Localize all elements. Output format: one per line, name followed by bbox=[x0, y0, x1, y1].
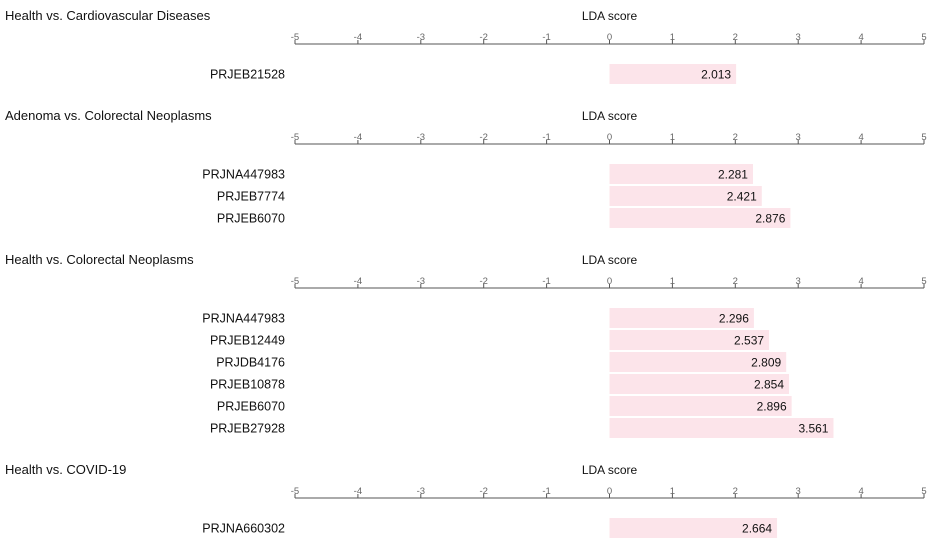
value-label: 2.896 bbox=[757, 400, 787, 414]
value-label: 2.281 bbox=[718, 168, 748, 182]
tick-label: -5 bbox=[291, 132, 299, 143]
value-label: 2.854 bbox=[754, 378, 784, 392]
tick-label: -5 bbox=[291, 276, 299, 287]
lda-bar bbox=[609, 518, 778, 538]
tick-label: -2 bbox=[479, 132, 487, 143]
tick-label: -2 bbox=[479, 276, 487, 287]
tick-label: -5 bbox=[291, 486, 299, 497]
tick-label: 1 bbox=[670, 486, 675, 497]
tick-label: 4 bbox=[858, 486, 863, 497]
tick-label: -1 bbox=[542, 486, 550, 497]
category-label: PRJEB21528 bbox=[210, 68, 285, 82]
axis-label: LDA score bbox=[582, 9, 638, 23]
value-label: 2.421 bbox=[727, 190, 757, 204]
panel-title: Health vs. Cardiovascular Diseases bbox=[5, 8, 211, 23]
tick-label: -1 bbox=[542, 132, 550, 143]
tick-label: 0 bbox=[607, 132, 612, 143]
lda-panel: Adenoma vs. Colorectal Neoplasms LDA scor… bbox=[5, 108, 927, 228]
category-label: PRJNA660302 bbox=[202, 522, 285, 536]
tick-label: 2 bbox=[733, 132, 738, 143]
tick-label: 4 bbox=[858, 32, 863, 43]
tick-label: 2 bbox=[733, 32, 738, 43]
lda-bar bbox=[609, 330, 770, 350]
panel-title: Adenoma vs. Colorectal Neoplasms bbox=[5, 108, 212, 123]
tick-label: -1 bbox=[542, 32, 550, 43]
tick-label: -3 bbox=[417, 276, 425, 287]
value-label: 2.876 bbox=[755, 212, 785, 226]
lda-bar bbox=[609, 164, 753, 184]
axis-label: LDA score bbox=[582, 253, 638, 267]
tick-label: 1 bbox=[670, 276, 675, 287]
lda-panel: Health vs. COVID-19 LDA score -5 -4 -3 -2 -1 0 1… bbox=[5, 462, 927, 538]
tick-label: 5 bbox=[921, 132, 926, 143]
tick-label: -4 bbox=[354, 132, 362, 143]
value-label: 2.013 bbox=[701, 68, 731, 82]
category-label: PRJEB10878 bbox=[210, 378, 285, 392]
lda-panel: Health vs. Cardiovascular Diseases LDA sc… bbox=[5, 8, 927, 84]
tick-label: -3 bbox=[417, 486, 425, 497]
category-label: PRJEB12449 bbox=[210, 334, 285, 348]
tick-label: 3 bbox=[796, 276, 801, 287]
tick-label: 0 bbox=[607, 32, 612, 43]
category-label: PRJDB4176 bbox=[216, 356, 285, 370]
lda-bar bbox=[609, 374, 790, 394]
axis-label: LDA score bbox=[582, 109, 638, 123]
tick-label: 4 bbox=[858, 276, 863, 287]
panel-title: Health vs. COVID-19 bbox=[5, 462, 126, 477]
tick-label: -4 bbox=[354, 32, 362, 43]
tick-label: -2 bbox=[479, 32, 487, 43]
tick-label: 3 bbox=[796, 32, 801, 43]
tick-label: -4 bbox=[354, 486, 362, 497]
lda-bar bbox=[609, 208, 791, 228]
tick-label: -5 bbox=[291, 32, 299, 43]
axis-label: LDA score bbox=[582, 463, 638, 477]
value-label: 2.664 bbox=[742, 522, 772, 536]
tick-label: -3 bbox=[417, 32, 425, 43]
tick-label: 2 bbox=[733, 486, 738, 497]
category-label: PRJNA447983 bbox=[202, 312, 285, 326]
lda-panel: Health vs. Colorectal Neoplasms LDA score… bbox=[5, 252, 927, 438]
value-label: 2.537 bbox=[734, 334, 764, 348]
value-label: 2.296 bbox=[719, 312, 749, 326]
category-label: PRJEB6070 bbox=[217, 212, 285, 226]
category-label: PRJEB27928 bbox=[210, 422, 285, 436]
tick-label: 2 bbox=[733, 276, 738, 287]
tick-label: 0 bbox=[607, 486, 612, 497]
lda-bar bbox=[609, 64, 737, 84]
value-label: 2.809 bbox=[751, 356, 781, 370]
tick-label: 0 bbox=[607, 276, 612, 287]
lda-bar bbox=[609, 396, 792, 416]
tick-label: 5 bbox=[921, 276, 926, 287]
category-label: PRJNA447983 bbox=[202, 168, 285, 182]
category-label: PRJEB7774 bbox=[217, 190, 285, 204]
tick-label: 4 bbox=[858, 132, 863, 143]
lda-bar bbox=[609, 418, 834, 438]
value-label: 3.561 bbox=[798, 422, 828, 436]
tick-label: -3 bbox=[417, 132, 425, 143]
tick-label: 1 bbox=[670, 32, 675, 43]
tick-label: 1 bbox=[670, 132, 675, 143]
tick-label: 5 bbox=[921, 486, 926, 497]
tick-label: -4 bbox=[354, 276, 362, 287]
tick-label: 3 bbox=[796, 486, 801, 497]
lda-bar bbox=[609, 352, 787, 372]
tick-label: 3 bbox=[796, 132, 801, 143]
lda-bar bbox=[609, 308, 754, 328]
tick-label: 5 bbox=[921, 32, 926, 43]
lda-bar bbox=[609, 186, 762, 206]
panel-title: Health vs. Colorectal Neoplasms bbox=[5, 252, 194, 267]
tick-label: -1 bbox=[542, 276, 550, 287]
category-label: PRJEB6070 bbox=[217, 400, 285, 414]
tick-label: -2 bbox=[479, 486, 487, 497]
